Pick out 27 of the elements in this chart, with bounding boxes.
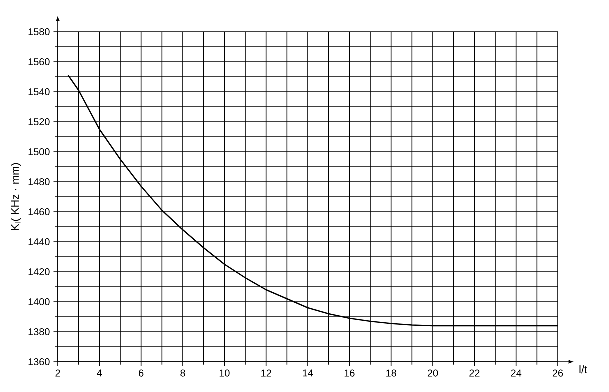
x-tick-label: 4 [97,370,102,377]
y-tick-label: 1360 [28,358,50,366]
y-tick-label: 1440 [28,238,50,246]
y-tick-label: 1560 [28,58,50,66]
x-tick-label: 12 [262,370,272,377]
x-tick-label: 26 [552,370,564,377]
x-tick-label: 8 [180,370,186,377]
x-tick-label: 10 [220,370,230,377]
x-tick-label: 18 [386,370,396,377]
y-tick-label: 1540 [28,88,50,96]
y-tick-label: 1420 [28,268,50,276]
x-tick-label: 6 [139,370,144,377]
y-tick-label: 1460 [28,208,50,216]
y-tick-label: 1480 [28,178,50,186]
y-tick-label: 1520 [28,118,50,126]
x-tick-label: 20 [428,370,438,377]
x-tick-label: 22 [470,370,480,377]
y-tick-label: 1500 [28,148,50,156]
x-tick-label: 2 [56,370,60,377]
x-tick-label: 14 [303,370,314,377]
x-tick-label: 24 [511,370,522,377]
y-tick-label: 1400 [28,298,50,306]
x-tick-label: 16 [344,370,355,377]
y-tick-label: 1580 [28,28,50,36]
y-tick-label: 1380 [28,328,50,336]
x-axis-title: l/t [580,366,588,374]
y-axis-title: K$_{l}$( KHz · mm) [11,163,22,230]
